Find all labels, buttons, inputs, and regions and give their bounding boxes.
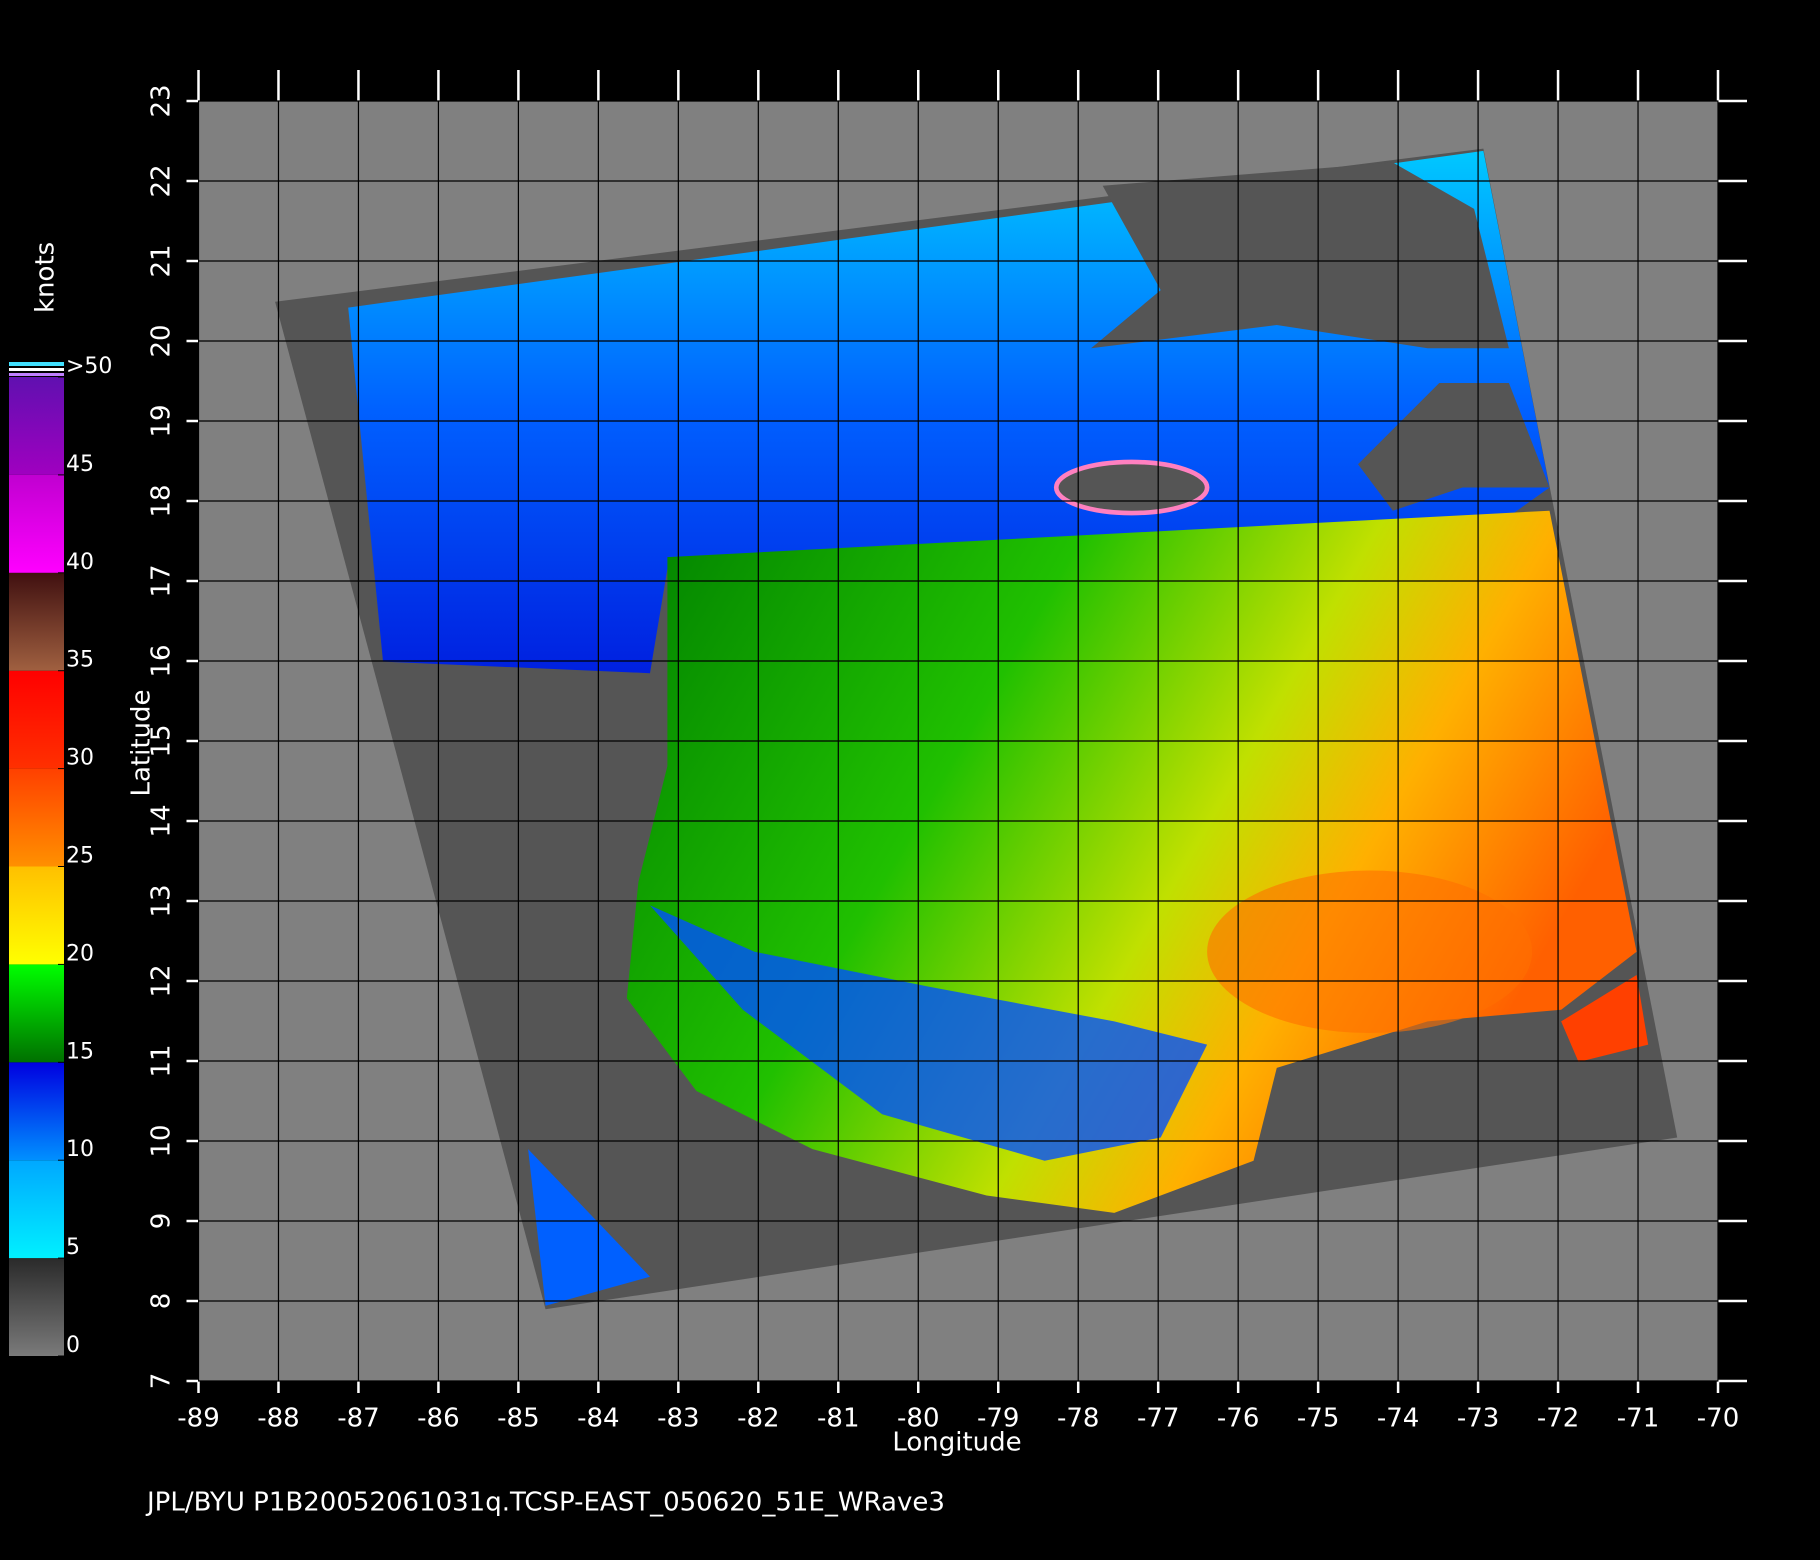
colorbar-band — [9, 572, 64, 671]
colorbar-label: 40 — [66, 550, 94, 575]
y-tick-label: 13 — [147, 884, 177, 917]
y-tick-label: 21 — [147, 244, 177, 277]
x-tick-label: -73 — [1457, 1404, 1499, 1434]
y-tick-label: 16 — [147, 644, 177, 677]
y-tick-label: 22 — [147, 164, 177, 197]
y-tick-label: 17 — [147, 564, 177, 597]
colorbar-label: >50 — [66, 354, 112, 379]
x-tick-label: -83 — [657, 1404, 699, 1434]
y-tick-label: 12 — [147, 964, 177, 997]
x-tick-label: -84 — [577, 1404, 619, 1434]
wind-swath — [275, 148, 1678, 1310]
colorbar-label: 45 — [66, 452, 94, 477]
y-tick-label: 7 — [147, 1373, 177, 1390]
colorbar-label: 0 — [66, 1333, 80, 1358]
colorbar-label: 15 — [66, 1039, 94, 1064]
y-axis-label: Latitude — [127, 689, 157, 796]
land — [1091, 162, 1509, 349]
colorbar-band — [9, 866, 64, 965]
y-tick-label: 9 — [147, 1213, 177, 1230]
colorbar-stripe — [9, 368, 64, 371]
y-tick-label: 19 — [147, 404, 177, 437]
land — [1358, 383, 1550, 511]
x-tick-label: -70 — [1697, 1404, 1739, 1434]
x-tick-label: -74 — [1377, 1404, 1419, 1434]
x-tick-label: -80 — [897, 1404, 939, 1434]
colorbar-band — [9, 768, 64, 867]
x-tick-label: -79 — [977, 1404, 1019, 1434]
colorbar-label: 30 — [66, 746, 94, 771]
coastal-low-wind — [528, 1149, 650, 1306]
colorbar-band — [9, 1062, 64, 1161]
colorbar-band — [9, 1160, 64, 1259]
colorbar-band — [9, 670, 64, 769]
colorbar-band — [9, 474, 64, 573]
y-tick-label: 20 — [147, 324, 177, 357]
land — [1053, 459, 1210, 516]
x-tick-label: -87 — [337, 1404, 379, 1434]
colorbar-label: 5 — [66, 1235, 80, 1260]
colorbar-label: 10 — [66, 1137, 94, 1162]
x-axis-label: Longitude — [892, 1428, 1021, 1458]
x-tick-label: -71 — [1617, 1404, 1659, 1434]
coastal-low-wind — [649, 905, 1208, 1161]
x-tick-label: -78 — [1057, 1404, 1099, 1434]
y-tick-label: 15 — [147, 724, 177, 757]
x-tick-label: -77 — [1137, 1404, 1179, 1434]
y-tick-label: 8 — [147, 1293, 177, 1310]
colorbar-label: 25 — [66, 844, 94, 869]
axes: Longitude Latitude knots JPL/BYU P1B2005… — [31, 242, 1022, 1518]
colorbar-title: knots — [31, 242, 61, 313]
y-tick-label: 10 — [147, 1124, 177, 1157]
y-tick-label: 23 — [147, 84, 177, 117]
x-tick-label: -89 — [177, 1404, 219, 1434]
high-wind-area — [1561, 974, 1649, 1063]
x-tick-label: -85 — [497, 1404, 539, 1434]
x-tick-label: -82 — [737, 1404, 779, 1434]
x-tick-label: -86 — [417, 1404, 459, 1434]
colorbar-label: 20 — [66, 941, 94, 966]
plot-frame — [198, 100, 1719, 1382]
x-tick-label: -81 — [817, 1404, 859, 1434]
colorbar-band — [9, 377, 64, 475]
x-tick-label: -75 — [1297, 1404, 1339, 1434]
x-tick-label: -72 — [1537, 1404, 1579, 1434]
colorbar-band — [9, 964, 64, 1063]
colorbar-band — [9, 1258, 64, 1356]
colorbar-stripe — [9, 373, 64, 376]
x-tick-label: -76 — [1217, 1404, 1259, 1434]
footer: JPL/BYU P1B20052061031q.TCSP-EAST_050620… — [145, 1488, 945, 1518]
x-tick-label: -88 — [257, 1404, 299, 1434]
colorbar-label: 35 — [66, 648, 94, 673]
y-tick-label: 18 — [147, 484, 177, 517]
colorbar-stripe — [9, 362, 64, 366]
y-tick-label: 11 — [147, 1044, 177, 1077]
high-wind-area — [1207, 870, 1533, 1034]
y-tick-label: 14 — [147, 804, 177, 837]
